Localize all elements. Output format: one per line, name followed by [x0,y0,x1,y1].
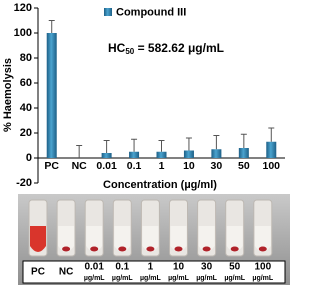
tube-liquid [198,226,215,252]
y-tick-label: 60 [20,77,32,89]
x-tick-label: 1 [159,160,165,172]
x-tick-label: 10 [183,160,195,172]
x-tick-label: NC [72,160,88,172]
bar [129,151,140,158]
figure: % Haemolysis Concentration (µg/ml) Compo… [2,2,290,285]
photo-unit: µg/mL [168,275,189,282]
photo-label: NC [59,267,73,278]
x-tick-label: 0.01 [96,160,117,172]
bar [183,150,194,158]
x-tick-label: 0.1 [127,160,142,172]
pellet [146,246,155,252]
pellet [202,246,211,252]
photo-unit: µg/mL [196,275,217,282]
bar [156,151,167,158]
tube-liquid [254,226,271,252]
bar [238,148,249,158]
label-box [22,260,286,284]
pellet [118,246,127,252]
y-tick-label: 0 [26,152,32,164]
photo-label: 1 [148,262,154,273]
x-tick-label: PC [44,160,59,172]
y-tick-label: -20 [16,177,32,189]
legend-label: Compound III [116,6,186,18]
x-tick-label: 50 [238,160,250,172]
photo-unit: µg/mL [84,275,105,282]
tube-liquid [170,226,187,252]
legend-swatch [104,8,112,16]
tube-liquid [114,226,131,252]
y-tick-label: 40 [20,102,32,114]
pellet [230,246,239,252]
x-axis-title: Concentration (µg/ml) [103,179,217,191]
photo-label: 10 [173,262,185,273]
y-tick-label: 100 [14,27,32,39]
pellet [174,246,183,252]
tube-liquid [30,226,46,252]
pellet [258,246,267,252]
tube-liquid [226,226,243,252]
bar [101,153,112,158]
annotation: HC50 = 582.62 μg/mL [108,41,224,56]
photo-unit: µg/mL [252,275,273,282]
photo-label: 100 [254,262,271,273]
tube-liquid [58,226,75,252]
photo-label: PC [31,267,45,278]
y-axis-title: % Haemolysis [2,58,14,132]
photo-label: 50 [229,262,241,273]
pellet [90,246,99,252]
pellet [62,246,71,252]
photo-label: 0.01 [84,262,104,273]
y-tick-label: 120 [14,2,32,14]
photo-unit: µg/mL [224,275,245,282]
bar [211,149,222,158]
x-tick-label: 100 [263,160,281,172]
photo-label: 30 [201,262,213,273]
bar [266,141,277,158]
y-tick-label: 20 [20,127,32,139]
photo-unit: µg/mL [112,275,133,282]
y-tick-label: 80 [20,52,32,64]
photo-label: 0.1 [115,262,129,273]
photo-unit: µg/mL [140,275,161,282]
x-tick-label: 30 [211,160,223,172]
bar [46,33,57,158]
tube-liquid [142,226,159,252]
tube-liquid [86,226,103,252]
